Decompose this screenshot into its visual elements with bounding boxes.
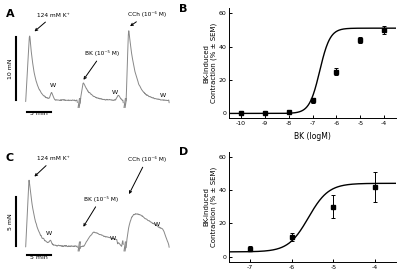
Text: W: W — [112, 90, 118, 95]
Text: B: B — [179, 4, 188, 14]
Text: CCh (10⁻⁶ M): CCh (10⁻⁶ M) — [128, 11, 166, 26]
Text: 5 min: 5 min — [30, 255, 48, 260]
Text: 10 mN: 10 mN — [8, 58, 13, 79]
Text: W: W — [154, 221, 160, 227]
Text: D: D — [179, 147, 188, 157]
Text: A: A — [6, 9, 14, 19]
Text: W: W — [110, 236, 116, 241]
Text: 5 mN: 5 mN — [8, 213, 13, 230]
Y-axis label: BK-induced
Contraction (% ± SEM): BK-induced Contraction (% ± SEM) — [204, 23, 217, 103]
Text: W: W — [46, 231, 52, 236]
Text: CCh (10⁻⁶ M): CCh (10⁻⁶ M) — [128, 156, 166, 193]
Text: C: C — [6, 153, 14, 163]
Text: 124 mM K⁺: 124 mM K⁺ — [35, 156, 70, 176]
Text: 124 mM K⁺: 124 mM K⁺ — [35, 12, 70, 31]
Text: BK (10⁻⁵ M): BK (10⁻⁵ M) — [84, 50, 120, 79]
Y-axis label: BK-induced
Contraction (% ± SEM): BK-induced Contraction (% ± SEM) — [204, 167, 217, 247]
Text: BK (10⁻⁵ M): BK (10⁻⁵ M) — [84, 196, 118, 226]
Text: 5 min: 5 min — [30, 111, 48, 116]
Text: W: W — [50, 83, 56, 87]
X-axis label: BK (logM): BK (logM) — [294, 132, 331, 141]
Text: W: W — [160, 93, 166, 97]
